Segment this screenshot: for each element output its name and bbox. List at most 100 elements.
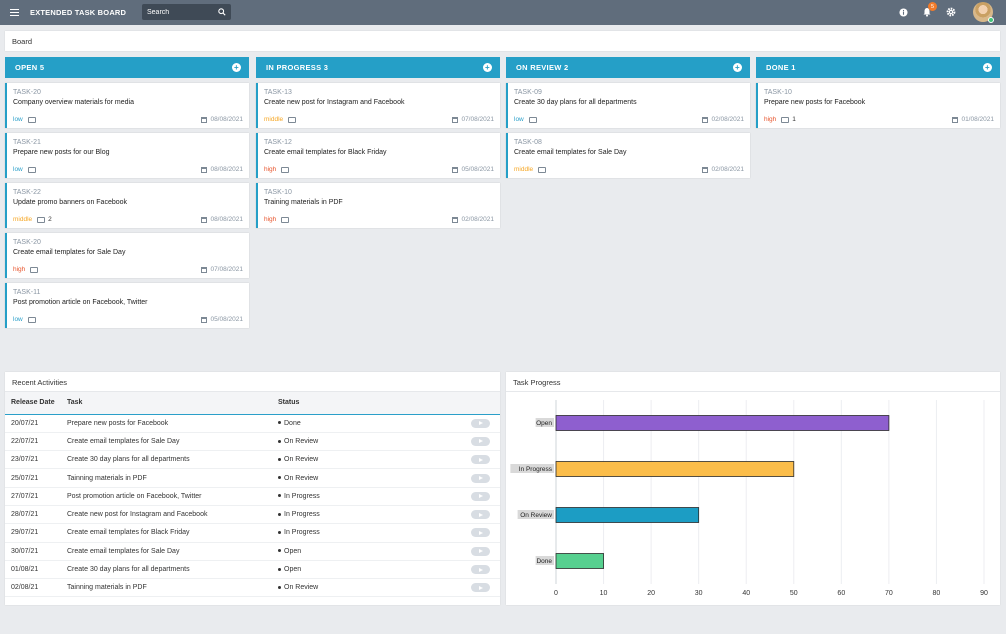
- task-title: Prepare new posts for our Blog: [13, 149, 110, 156]
- play-button[interactable]: [471, 491, 490, 501]
- plus-icon[interactable]: +: [983, 63, 992, 72]
- task-card[interactable]: TASK-20 Company overview materials for me…: [5, 83, 249, 128]
- calendar-icon: [201, 166, 208, 173]
- table-row[interactable]: 29/07/21 Create email templates for Black…: [5, 523, 500, 543]
- board-column: OPEN 5 + TASK-20 Company overview materials…: [5, 57, 249, 328]
- comment-icon[interactable]: [281, 166, 290, 173]
- play-button[interactable]: [471, 418, 490, 428]
- task-card[interactable]: TASK-08 Create email templates for Sale D…: [506, 133, 750, 178]
- task-cell: Prepare new posts for Facebook: [61, 414, 272, 433]
- x-tick-label: 0: [554, 590, 558, 597]
- task-card[interactable]: TASK-09 Create 30 day plans for all depar…: [506, 83, 750, 128]
- info-icon[interactable]: [897, 6, 909, 18]
- table-row[interactable]: 02/08/21 Tainning materials in PDF On Revi…: [5, 578, 500, 598]
- table-row[interactable]: 30/07/21 Create email templates for Sale …: [5, 542, 500, 561]
- play-button[interactable]: [471, 473, 490, 483]
- calendar-icon: [952, 116, 959, 123]
- status-cell: On Review: [272, 432, 460, 452]
- card-footer: high 07/08/2021: [13, 266, 243, 273]
- task-card[interactable]: TASK-10 Training materials in PDF high 02/0…: [256, 183, 500, 228]
- due-date-text: 07/08/2021: [461, 116, 494, 123]
- column-header-task[interactable]: Task: [61, 392, 272, 415]
- task-card[interactable]: TASK-12 Create email templates for Black …: [256, 133, 500, 178]
- status-dot: [278, 549, 281, 553]
- play-button[interactable]: [471, 583, 490, 593]
- task-progress-chart: 0 10 20 30 40 50 60 70 80 90 Open In Progress On Rev…: [510, 400, 988, 597]
- comment-icon[interactable]: [781, 116, 790, 123]
- comment-count: 1: [792, 116, 796, 123]
- table-row[interactable]: 28/07/21 Create new post for Instagram an…: [5, 505, 500, 525]
- recent-activities-title: Recent Activities: [5, 372, 500, 392]
- search-input[interactable]: [147, 8, 217, 16]
- search-box[interactable]: [142, 4, 231, 20]
- table-row[interactable]: 01/08/21 Create 30 day plans for all depa…: [5, 560, 500, 580]
- release-date-cell: 25/07/21: [5, 468, 61, 488]
- release-date-cell: 02/08/21: [5, 578, 61, 598]
- gear-icon[interactable]: [945, 6, 957, 18]
- online-status-indicator: [988, 17, 994, 23]
- comment-icon[interactable]: [528, 116, 537, 123]
- task-card[interactable]: TASK-10 Prepare new posts for Facebook hig…: [756, 83, 1000, 128]
- table-row[interactable]: 23/07/21 Create 30 day plans for all depa…: [5, 450, 500, 470]
- task-title: Create 30 day plans for all departments: [514, 99, 637, 106]
- table-row[interactable]: 25/07/21 Tainning materials in PDF On Revi…: [5, 468, 500, 488]
- comment-icon[interactable]: [27, 166, 36, 173]
- menu-icon[interactable]: [10, 9, 19, 16]
- card-footer: high 1 01/08/2021: [764, 116, 994, 123]
- task-card[interactable]: TASK-11 Post promotion article on Faceboo…: [5, 283, 249, 328]
- task-title: Update promo banners on Facebook: [13, 199, 128, 206]
- comment-icon[interactable]: [27, 116, 36, 123]
- due-date: 08/08/2021: [201, 116, 243, 123]
- table-row[interactable]: 22/07/21 Create email templates for Sale …: [5, 432, 500, 452]
- due-date: 07/08/2021: [201, 266, 243, 273]
- play-button[interactable]: [471, 436, 490, 446]
- action-cell: [460, 560, 500, 580]
- column-header-release-date[interactable]: Release Date: [5, 392, 61, 415]
- status-text: In Progress: [284, 529, 320, 537]
- due-date-text: 05/08/2021: [210, 316, 243, 323]
- comment-icon[interactable]: [37, 216, 46, 223]
- status-cell: In Progress: [272, 505, 460, 525]
- task-card[interactable]: TASK-20 Create email templates for Sale D…: [5, 233, 249, 278]
- plus-icon[interactable]: +: [733, 63, 742, 72]
- category-label: Done: [536, 558, 552, 565]
- task-progress-title: Task Progress: [506, 372, 1000, 392]
- calendar-icon: [702, 116, 709, 123]
- status-cell: Open: [272, 542, 460, 561]
- task-card[interactable]: TASK-22 Update promo banners on Facebook m…: [5, 183, 249, 228]
- column-header-status[interactable]: Status: [272, 392, 460, 415]
- x-tick-label: 70: [885, 590, 893, 597]
- table-row[interactable]: 27/07/21 Post promotion article on Facebo…: [5, 487, 500, 506]
- category-label: In Progress: [519, 466, 553, 473]
- play-button[interactable]: [471, 565, 490, 575]
- play-button[interactable]: [471, 510, 490, 520]
- task-cell: Tainning materials in PDF: [61, 468, 272, 488]
- due-date-text: 08/08/2021: [210, 216, 243, 223]
- plus-icon[interactable]: +: [232, 63, 241, 72]
- play-button[interactable]: [471, 546, 490, 556]
- priority-label: middle: [13, 216, 33, 223]
- plus-icon[interactable]: +: [483, 63, 492, 72]
- comment-icon[interactable]: [30, 266, 39, 273]
- comment-icon[interactable]: [538, 166, 547, 173]
- comment-icon[interactable]: [281, 216, 290, 223]
- play-button[interactable]: [471, 455, 490, 465]
- comment-icon[interactable]: [288, 116, 297, 123]
- due-date-text: 02/08/2021: [461, 216, 494, 223]
- comment-icon[interactable]: [27, 316, 36, 323]
- due-date: 07/08/2021: [452, 116, 494, 123]
- task-title: Create email templates for Black Friday: [264, 149, 387, 156]
- task-card[interactable]: TASK-13 Create new post for Instagram and…: [256, 83, 500, 128]
- task-card[interactable]: TASK-21 Prepare new posts for our Blog low…: [5, 133, 249, 178]
- due-date: 08/08/2021: [201, 216, 243, 223]
- task-cell: Create email templates for Black Friday: [61, 523, 272, 543]
- bar: [555, 461, 795, 477]
- task-id: TASK-08: [514, 139, 542, 146]
- search-icon[interactable]: [218, 8, 226, 16]
- table-row[interactable]: 20/07/21 Prepare new posts for Facebook Do…: [5, 414, 500, 433]
- due-date-text: 08/08/2021: [210, 116, 243, 123]
- status-cell: Open: [272, 560, 460, 580]
- play-button[interactable]: [471, 528, 490, 538]
- calendar-icon: [452, 216, 459, 223]
- column-label: OPEN 5: [15, 63, 45, 72]
